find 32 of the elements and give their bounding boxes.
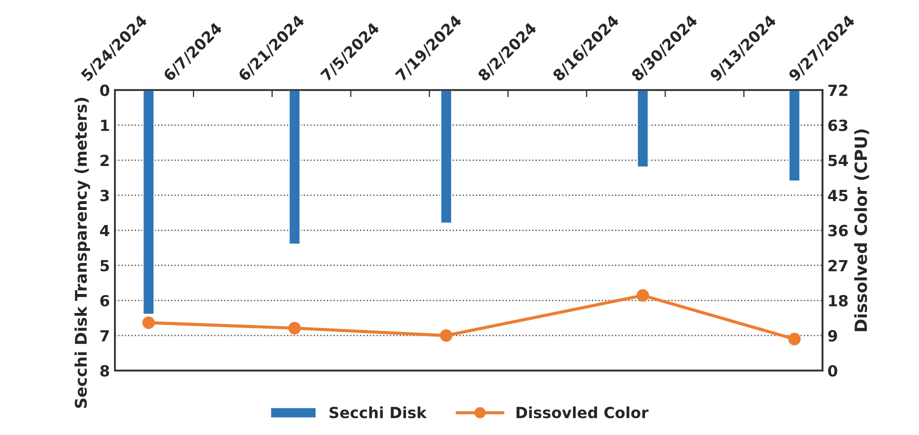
bar xyxy=(440,90,453,224)
y2-tick-label: 45 xyxy=(828,190,848,202)
legend-label: Secchi Disk xyxy=(330,406,427,418)
legend-label: Dissovled Color xyxy=(516,406,649,418)
y-tick-label: 3 xyxy=(100,190,109,202)
bar xyxy=(636,90,650,168)
y2-tick-label: 72 xyxy=(828,84,848,96)
point xyxy=(142,316,155,329)
y-tick-label: 1 xyxy=(101,120,109,131)
y2-tick-label: 0 xyxy=(828,365,838,377)
point xyxy=(788,332,801,346)
bar xyxy=(142,90,155,316)
y2-tick-label: 36 xyxy=(828,224,848,236)
y-tick-label: 0 xyxy=(100,84,110,96)
bar xyxy=(788,90,801,182)
y-tick-label: 6 xyxy=(100,294,110,306)
bar xyxy=(288,90,301,246)
y2-tick-label: 63 xyxy=(828,120,848,132)
y-tick-label: 5 xyxy=(100,260,109,272)
y-tick-label: 2 xyxy=(100,154,109,166)
y2-tick-label: 18 xyxy=(829,294,848,306)
point xyxy=(636,289,650,302)
y2-tick-label: 54 xyxy=(828,154,848,166)
point xyxy=(440,329,452,342)
point xyxy=(288,322,301,334)
y2-axis-title: Dissolved Color (CPU) xyxy=(854,130,870,332)
y-axis-title: Secchi Disk Transparency (meters) xyxy=(74,98,90,408)
y-tick-label: 4 xyxy=(100,225,110,236)
y2-tick-label: 9 xyxy=(828,330,838,342)
y2-tick-label: 27 xyxy=(828,260,848,272)
y-tick-label: 7 xyxy=(100,330,109,342)
y-tick-label: 8 xyxy=(100,365,110,377)
